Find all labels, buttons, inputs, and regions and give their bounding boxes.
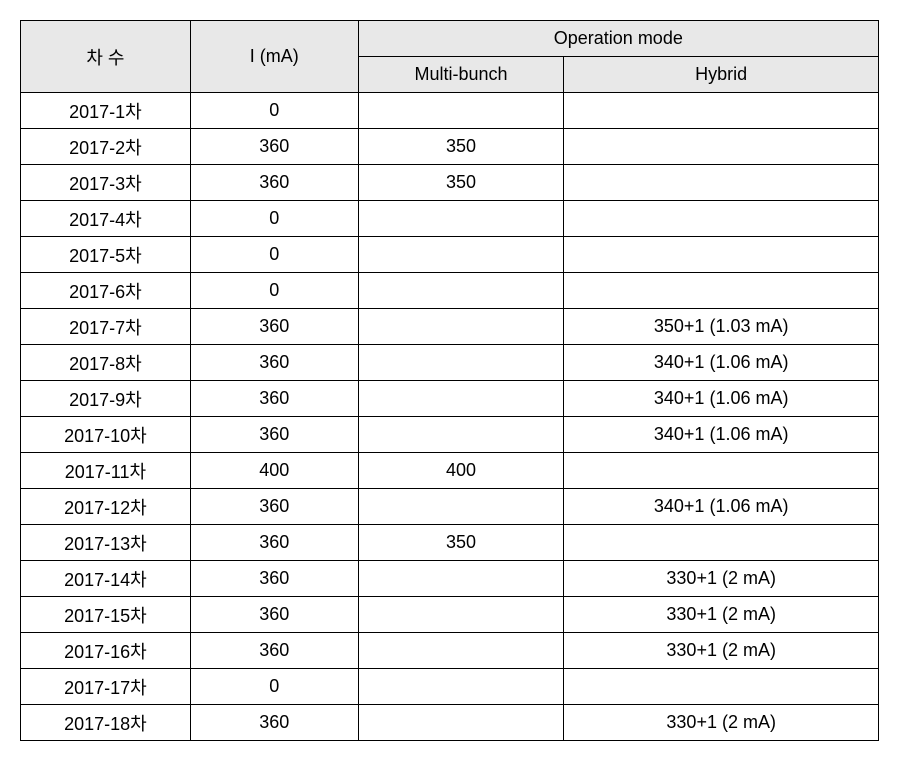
cell-multi-bunch — [358, 705, 564, 741]
cell-current: 0 — [190, 93, 358, 129]
cell-current: 360 — [190, 525, 358, 561]
cell-current: 360 — [190, 597, 358, 633]
cell-multi-bunch — [358, 381, 564, 417]
table-row: 2017-3차360350 — [21, 165, 879, 201]
cell-hybrid: 340+1 (1.06 mA) — [564, 417, 879, 453]
table-header: 차 수 I (mA) Operation mode Multi-bunch Hy… — [21, 21, 879, 93]
cell-multi-bunch — [358, 237, 564, 273]
cell-multi-bunch: 400 — [358, 453, 564, 489]
cell-session: 2017-17차 — [21, 669, 191, 705]
table-row: 2017-1차0 — [21, 93, 879, 129]
cell-multi-bunch: 350 — [358, 165, 564, 201]
table-row: 2017-16차360 330+1 (2 mA) — [21, 633, 879, 669]
cell-hybrid: 350+1 (1.03 mA) — [564, 309, 879, 345]
table-row: 2017-11차400400 — [21, 453, 879, 489]
cell-current: 0 — [190, 237, 358, 273]
cell-current: 360 — [190, 633, 358, 669]
table-row: 2017-13차360350 — [21, 525, 879, 561]
table-row: 2017-10차360 340+1 (1.06 mA) — [21, 417, 879, 453]
cell-current: 360 — [190, 561, 358, 597]
operation-table: 차 수 I (mA) Operation mode Multi-bunch Hy… — [20, 20, 879, 741]
cell-multi-bunch — [358, 201, 564, 237]
cell-session: 2017-1차 — [21, 93, 191, 129]
header-multi-bunch: Multi-bunch — [358, 57, 564, 93]
table-row: 2017-6차0 — [21, 273, 879, 309]
cell-session: 2017-13차 — [21, 525, 191, 561]
cell-current: 360 — [190, 489, 358, 525]
cell-session: 2017-10차 — [21, 417, 191, 453]
cell-current: 360 — [190, 417, 358, 453]
table-row: 2017-5차0 — [21, 237, 879, 273]
cell-current: 0 — [190, 273, 358, 309]
cell-multi-bunch — [358, 669, 564, 705]
cell-multi-bunch — [358, 561, 564, 597]
cell-current: 360 — [190, 345, 358, 381]
table-body: 2017-1차02017-2차3603502017-3차3603502017-4… — [21, 93, 879, 741]
header-hybrid: Hybrid — [564, 57, 879, 93]
header-session: 차 수 — [21, 21, 191, 93]
cell-hybrid — [564, 165, 879, 201]
cell-multi-bunch — [358, 345, 564, 381]
cell-session: 2017-12차 — [21, 489, 191, 525]
table-row: 2017-17차0 — [21, 669, 879, 705]
cell-session: 2017-5차 — [21, 237, 191, 273]
table-row: 2017-7차360 350+1 (1.03 mA) — [21, 309, 879, 345]
cell-hybrid: 330+1 (2 mA) — [564, 561, 879, 597]
cell-session: 2017-15차 — [21, 597, 191, 633]
cell-multi-bunch — [358, 273, 564, 309]
cell-current: 360 — [190, 705, 358, 741]
cell-hybrid — [564, 525, 879, 561]
cell-session: 2017-16차 — [21, 633, 191, 669]
cell-session: 2017-18차 — [21, 705, 191, 741]
cell-hybrid — [564, 201, 879, 237]
cell-session: 2017-2차 — [21, 129, 191, 165]
table-row: 2017-8차360 340+1 (1.06 mA) — [21, 345, 879, 381]
table-row: 2017-9차360 340+1 (1.06 mA) — [21, 381, 879, 417]
cell-hybrid: 340+1 (1.06 mA) — [564, 489, 879, 525]
cell-multi-bunch — [358, 489, 564, 525]
cell-session: 2017-4차 — [21, 201, 191, 237]
cell-current: 360 — [190, 129, 358, 165]
table-row: 2017-15차360 330+1 (2 mA) — [21, 597, 879, 633]
header-row-1: 차 수 I (mA) Operation mode — [21, 21, 879, 57]
cell-session: 2017-11차 — [21, 453, 191, 489]
table-row: 2017-2차360350 — [21, 129, 879, 165]
cell-multi-bunch: 350 — [358, 129, 564, 165]
cell-current: 0 — [190, 201, 358, 237]
cell-hybrid: 330+1 (2 mA) — [564, 597, 879, 633]
cell-multi-bunch — [358, 597, 564, 633]
cell-current: 360 — [190, 309, 358, 345]
cell-session: 2017-14차 — [21, 561, 191, 597]
cell-hybrid — [564, 237, 879, 273]
cell-multi-bunch — [358, 93, 564, 129]
cell-current: 0 — [190, 669, 358, 705]
cell-session: 2017-9차 — [21, 381, 191, 417]
header-current: I (mA) — [190, 21, 358, 93]
cell-session: 2017-7차 — [21, 309, 191, 345]
cell-session: 2017-6차 — [21, 273, 191, 309]
cell-session: 2017-8차 — [21, 345, 191, 381]
cell-hybrid — [564, 93, 879, 129]
cell-multi-bunch: 350 — [358, 525, 564, 561]
cell-current: 360 — [190, 381, 358, 417]
cell-current: 400 — [190, 453, 358, 489]
cell-hybrid: 330+1 (2 mA) — [564, 633, 879, 669]
cell-current: 360 — [190, 165, 358, 201]
cell-hybrid — [564, 453, 879, 489]
table-row: 2017-18차360 330+1 (2 mA) — [21, 705, 879, 741]
header-operation-mode: Operation mode — [358, 21, 878, 57]
cell-multi-bunch — [358, 633, 564, 669]
cell-hybrid — [564, 273, 879, 309]
cell-hybrid: 330+1 (2 mA) — [564, 705, 879, 741]
cell-multi-bunch — [358, 309, 564, 345]
cell-hybrid — [564, 669, 879, 705]
cell-session: 2017-3차 — [21, 165, 191, 201]
table-row: 2017-14차360 330+1 (2 mA) — [21, 561, 879, 597]
cell-hybrid: 340+1 (1.06 mA) — [564, 345, 879, 381]
cell-hybrid: 340+1 (1.06 mA) — [564, 381, 879, 417]
cell-hybrid — [564, 129, 879, 165]
table-row: 2017-4차0 — [21, 201, 879, 237]
cell-multi-bunch — [358, 417, 564, 453]
table-row: 2017-12차360 340+1 (1.06 mA) — [21, 489, 879, 525]
